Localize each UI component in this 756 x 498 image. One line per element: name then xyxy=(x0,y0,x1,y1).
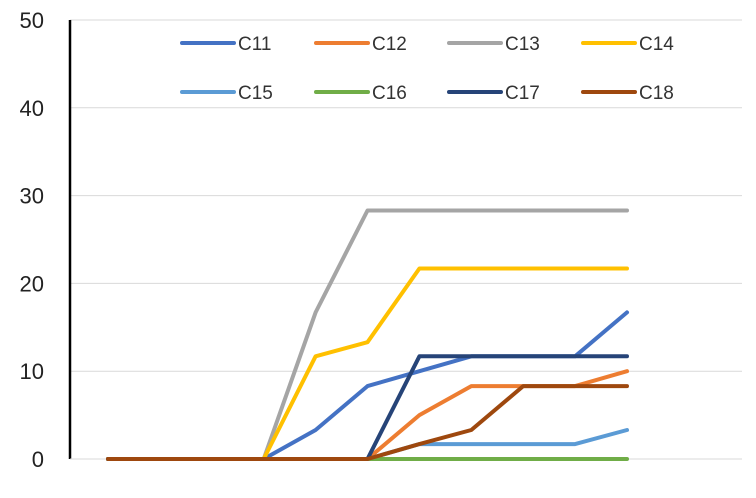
y-tick-label-10: 10 xyxy=(20,359,44,384)
gridlines xyxy=(70,19,742,372)
y-tick-label-40: 40 xyxy=(20,96,44,121)
series-line-c14 xyxy=(106,266,629,461)
legend-item-c13: C13 xyxy=(447,34,540,55)
legend-label: C11 xyxy=(238,34,271,55)
series-line-c13 xyxy=(106,208,629,461)
legend-item-c16: C16 xyxy=(314,83,407,104)
y-tick-label-20: 20 xyxy=(20,271,44,296)
legend-label: C16 xyxy=(372,83,407,104)
legend-label: C13 xyxy=(505,34,540,55)
legend-item-c11: C11 xyxy=(180,34,271,55)
legend-label: C17 xyxy=(505,83,540,104)
y-tick-label-30: 30 xyxy=(20,184,44,209)
legend-label: C14 xyxy=(639,34,674,55)
legend-label: C12 xyxy=(372,34,407,55)
legend-item-c12: C12 xyxy=(314,34,407,55)
legend-label: C18 xyxy=(639,83,674,104)
y-tick-label-50: 50 xyxy=(20,8,44,33)
legend-item-c17: C17 xyxy=(447,83,540,104)
legend-label: C15 xyxy=(238,83,273,104)
legend-item-c14: C14 xyxy=(581,34,674,55)
series-line-c18 xyxy=(106,384,629,461)
series-lines xyxy=(106,208,629,461)
legend: C11 C12 C13 C14 C15 C16 C17 C18 xyxy=(180,34,674,104)
y-tick-label-0: 0 xyxy=(32,447,44,472)
legend-item-c18: C18 xyxy=(581,83,674,104)
y-axis: 0 10 20 30 40 50 xyxy=(20,8,742,472)
legend-item-c15: C15 xyxy=(180,83,273,104)
